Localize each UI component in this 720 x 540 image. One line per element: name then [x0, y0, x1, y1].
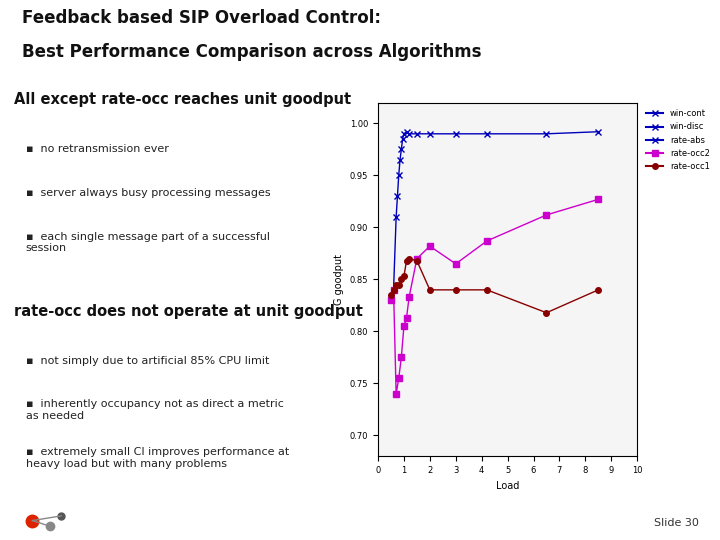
Text: ▪  extremely small CI improves performance at
heavy load but with many problems: ▪ extremely small CI improves performanc… — [26, 448, 289, 469]
Text: Feedback based SIP Overload Control:: Feedback based SIP Overload Control: — [22, 9, 381, 27]
Text: ▪  not simply due to artificial 85% CPU limit: ▪ not simply due to artificial 85% CPU l… — [26, 355, 269, 366]
Y-axis label: G goodput: G goodput — [334, 254, 344, 305]
Text: ▪  server always busy processing messages: ▪ server always busy processing messages — [26, 188, 270, 198]
Text: Best Performance Comparison across Algorithms: Best Performance Comparison across Algor… — [22, 43, 481, 62]
Text: ▪  each single message part of a successful
session: ▪ each single message part of a successf… — [26, 232, 269, 253]
Text: ▪  inherently occupancy not as direct a metric
as needed: ▪ inherently occupancy not as direct a m… — [26, 400, 284, 421]
Text: All except rate-occ reaches unit goodput: All except rate-occ reaches unit goodput — [14, 92, 351, 107]
Text: ▪  no retransmission ever: ▪ no retransmission ever — [26, 144, 168, 154]
Legend: win-cont, win-disc, rate-abs, rate-occ2, rate-occ1: win-cont, win-disc, rate-abs, rate-occ2,… — [644, 107, 712, 173]
Text: Slide 30: Slide 30 — [654, 517, 698, 528]
X-axis label: Load: Load — [496, 481, 519, 490]
Text: rate-occ does not operate at unit goodput: rate-occ does not operate at unit goodpu… — [14, 303, 364, 319]
